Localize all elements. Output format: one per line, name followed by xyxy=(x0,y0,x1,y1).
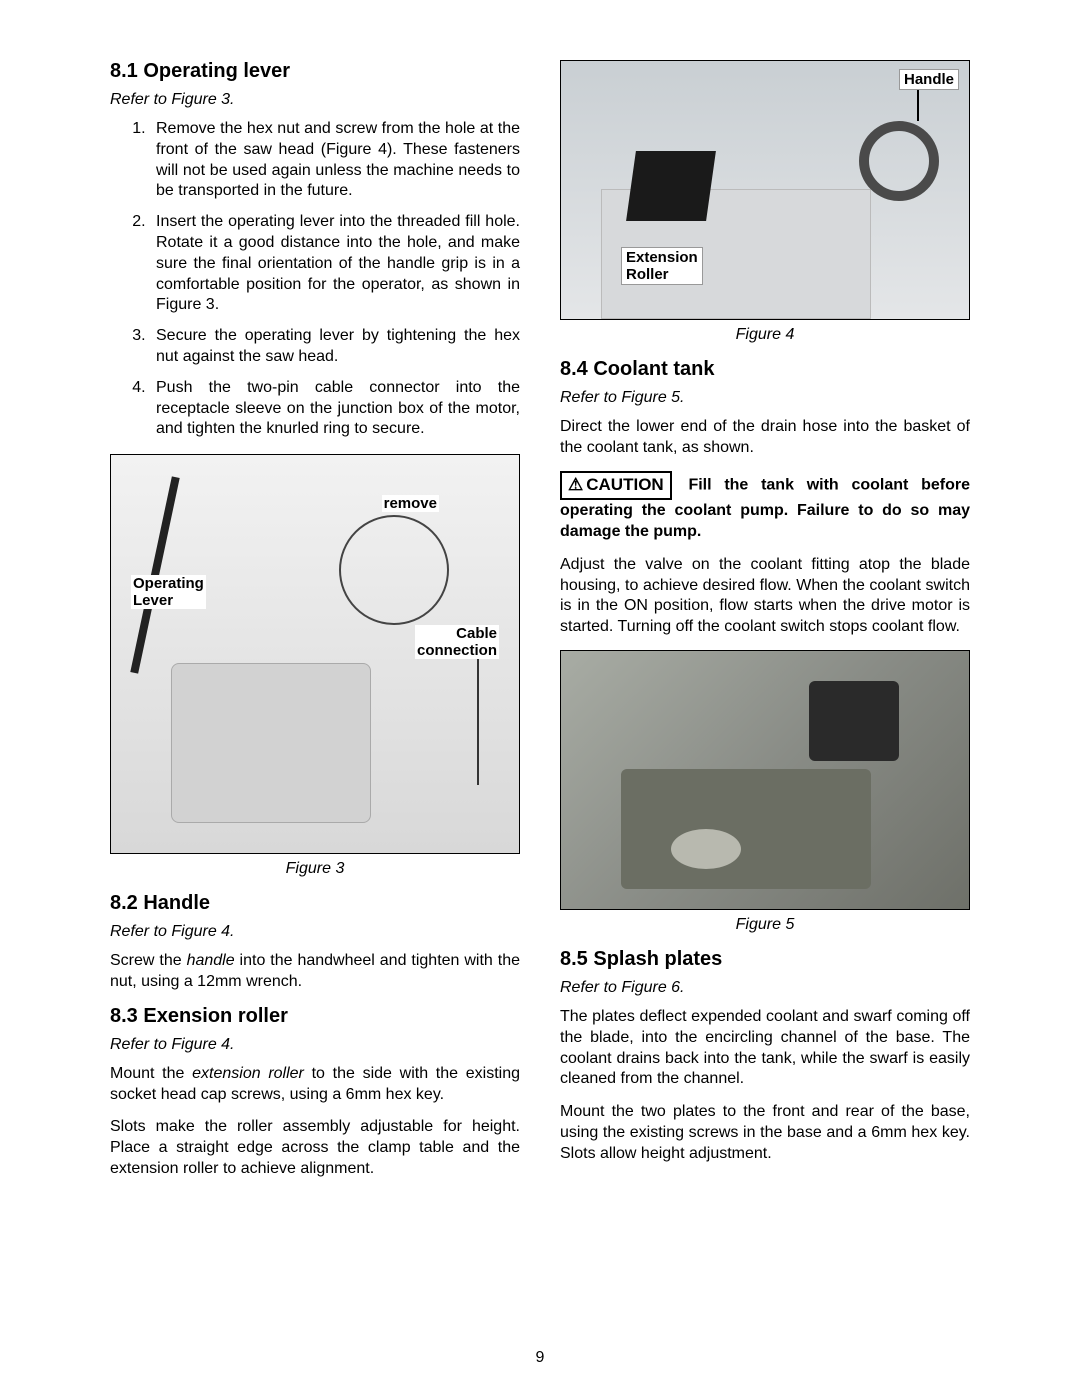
figure-3-image: remove Operating Lever Cable connection xyxy=(110,454,520,854)
caution-paragraph: CAUTION Fill the tank with coolant befor… xyxy=(560,471,970,543)
two-column-layout: 8.1 Operating lever Refer to Figure 3. R… xyxy=(110,60,970,1192)
heading-8-2: 8.2 Handle xyxy=(110,892,520,915)
handle-italic: handle xyxy=(187,952,235,969)
heading-8-3: 8.3 Exension roller xyxy=(110,1005,520,1028)
refer-fig3: Refer to Figure 3. xyxy=(110,91,520,109)
handle-paragraph: Screw the handle into the handwheel and … xyxy=(110,951,520,993)
refer-fig5: Refer to Figure 5. xyxy=(560,389,970,407)
page-number: 9 xyxy=(0,1349,1080,1367)
figure-5-caption: Figure 5 xyxy=(560,916,970,934)
label-handle: Handle xyxy=(899,69,959,90)
splash-p1: The plates deflect expended coolant and … xyxy=(560,1007,970,1090)
left-column: 8.1 Operating lever Refer to Figure 3. R… xyxy=(110,60,520,1192)
basket-shape xyxy=(671,829,741,869)
figure-3-caption: Figure 3 xyxy=(110,860,520,878)
label-remove: remove xyxy=(382,495,439,512)
handwheel-shape xyxy=(859,121,939,201)
caution-icon-label: CAUTION xyxy=(560,471,672,500)
step-4: Push the two-pin cable connector into th… xyxy=(150,378,520,440)
refer-fig4-a: Refer to Figure 4. xyxy=(110,923,520,941)
txt: Mount the xyxy=(110,1065,192,1082)
step-1: Remove the hex nut and screw from the ho… xyxy=(150,119,520,202)
label-operating-lever: Operating Lever xyxy=(131,575,206,609)
callout-circle xyxy=(339,515,449,625)
heading-8-4: 8.4 Coolant tank xyxy=(560,358,970,381)
extension-roller-italic: extension roller xyxy=(192,1065,304,1082)
figure-4-caption: Figure 4 xyxy=(560,326,970,344)
figure-4-image: Handle Extension Roller xyxy=(560,60,970,320)
step-3: Secure the operating lever by tightening… xyxy=(150,326,520,368)
pump-shape xyxy=(809,681,899,761)
roller-bracket-shape xyxy=(626,151,716,221)
heading-8-5: 8.5 Splash plates xyxy=(560,948,970,971)
heading-8-1: 8.1 Operating lever xyxy=(110,60,520,83)
saw-head-shape xyxy=(171,663,371,823)
right-column: Handle Extension Roller Figure 4 8.4 Coo… xyxy=(560,60,970,1192)
extension-roller-p1: Mount the extension roller to the side w… xyxy=(110,1064,520,1106)
txt: Screw the xyxy=(110,952,187,969)
step-2: Insert the operating lever into the thre… xyxy=(150,212,520,316)
coolant-p1: Direct the lower end of the drain hose i… xyxy=(560,417,970,459)
extension-roller-p2: Slots make the roller assembly adjustabl… xyxy=(110,1117,520,1179)
label-extension-roller: Extension Roller xyxy=(621,247,703,285)
operating-lever-steps: Remove the hex nut and screw from the ho… xyxy=(110,119,520,440)
coolant-p2: Adjust the valve on the coolant fitting … xyxy=(560,555,970,638)
refer-fig4-b: Refer to Figure 4. xyxy=(110,1036,520,1054)
refer-fig6: Refer to Figure 6. xyxy=(560,979,970,997)
splash-p2: Mount the two plates to the front and re… xyxy=(560,1102,970,1164)
figure-5-image xyxy=(560,650,970,910)
coolant-tank-shape xyxy=(621,769,871,889)
label-cable-connection: Cable connection xyxy=(415,625,499,659)
